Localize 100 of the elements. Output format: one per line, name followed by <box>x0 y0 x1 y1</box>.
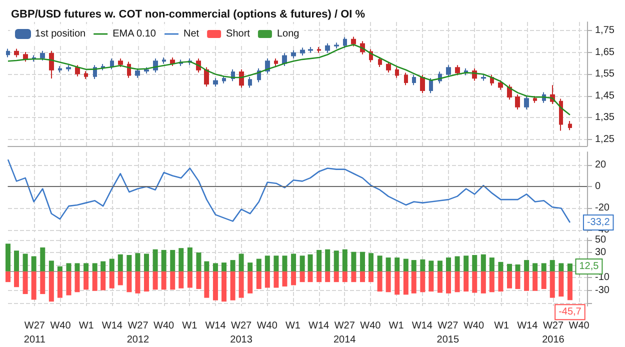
y-tick-label: 0 <box>595 181 601 192</box>
bar <box>454 256 460 272</box>
bar <box>170 250 176 272</box>
x-tick-label: W14 <box>102 320 123 332</box>
candlestick <box>446 64 451 78</box>
bar <box>126 255 132 272</box>
y-tick-label: -20 <box>595 202 610 214</box>
bar <box>40 271 46 294</box>
bar <box>377 256 382 272</box>
bar <box>464 271 469 292</box>
x-tick-label: W1 <box>78 320 94 332</box>
y-tick-label: 1,55 <box>595 68 615 80</box>
bar <box>489 258 494 272</box>
bar <box>464 256 469 272</box>
bar <box>221 271 226 302</box>
bar <box>316 271 322 282</box>
bar <box>360 252 365 272</box>
x-tick-label: W40 <box>568 320 590 332</box>
candlestick <box>75 64 80 77</box>
bar <box>135 271 140 294</box>
bar <box>74 271 80 292</box>
x-tick-label: W40 <box>463 320 484 332</box>
candlestick <box>248 76 252 88</box>
legend-label: Net <box>183 28 200 40</box>
x-tick-label: W27 2015 <box>436 320 460 346</box>
bar <box>118 254 123 272</box>
candlestick <box>49 50 54 80</box>
bar <box>472 271 478 293</box>
x-tick-label: W40 <box>50 320 72 332</box>
candlestick <box>282 52 287 66</box>
bar <box>187 271 192 288</box>
bar <box>377 271 382 292</box>
bar <box>300 271 305 282</box>
bar <box>498 271 504 292</box>
y-tick-label: 1,65 <box>595 46 615 58</box>
data-label: -33,2 <box>586 216 610 228</box>
bar <box>368 253 374 272</box>
data-label: 12,5 <box>579 261 600 272</box>
bar <box>532 263 538 272</box>
bar <box>325 271 330 282</box>
bar <box>472 255 478 272</box>
bar <box>394 258 400 272</box>
bar <box>264 271 270 288</box>
bar <box>6 244 10 272</box>
bar <box>524 271 530 291</box>
bar <box>437 271 442 293</box>
bar <box>411 260 416 272</box>
x-tick-label: W40 <box>256 320 278 332</box>
legend-label: EMA 0.10 <box>112 28 156 40</box>
candlestick <box>135 68 140 78</box>
bar <box>178 248 184 272</box>
candlestick <box>300 47 305 56</box>
bar <box>360 271 365 282</box>
bar <box>84 271 89 290</box>
bar <box>31 271 36 300</box>
bar <box>161 250 166 272</box>
y-tick-label: 1,25 <box>595 134 615 145</box>
x-tick-label: W27 2014 <box>333 320 356 346</box>
bar <box>386 271 391 292</box>
bar <box>386 258 391 272</box>
bar <box>300 256 305 272</box>
bar <box>480 271 486 294</box>
candlestick <box>559 98 563 132</box>
bar <box>74 263 80 272</box>
candlestick <box>222 75 226 84</box>
x-tick-label: W14 <box>205 320 226 332</box>
bar <box>507 271 512 288</box>
line-series <box>7 44 571 116</box>
bar <box>14 271 20 288</box>
candlestick <box>429 78 433 94</box>
bar <box>161 271 166 290</box>
y-tick-label: 30 <box>595 246 607 258</box>
candlestick <box>568 120 572 131</box>
bar <box>342 271 348 282</box>
bar <box>204 271 210 298</box>
bar <box>411 271 416 294</box>
bar <box>316 250 322 272</box>
bar <box>212 263 218 272</box>
bar <box>325 249 330 272</box>
candlestick <box>412 74 416 86</box>
bar <box>446 271 451 294</box>
bar <box>248 271 253 294</box>
x-tick-label: W27 2013 <box>230 320 253 346</box>
candlestick <box>204 66 209 88</box>
bar <box>248 262 253 272</box>
bar <box>22 254 28 272</box>
bar <box>515 264 520 272</box>
bar <box>308 254 313 272</box>
bar <box>135 253 140 272</box>
bar <box>48 271 54 302</box>
bar <box>230 271 236 300</box>
candlestick <box>6 48 10 58</box>
bar <box>84 263 89 272</box>
bar <box>14 250 20 272</box>
candlestick <box>343 36 347 48</box>
bar <box>308 271 313 282</box>
bar <box>541 271 546 289</box>
bar <box>196 271 202 289</box>
bar <box>291 254 296 272</box>
candlestick <box>170 56 175 66</box>
